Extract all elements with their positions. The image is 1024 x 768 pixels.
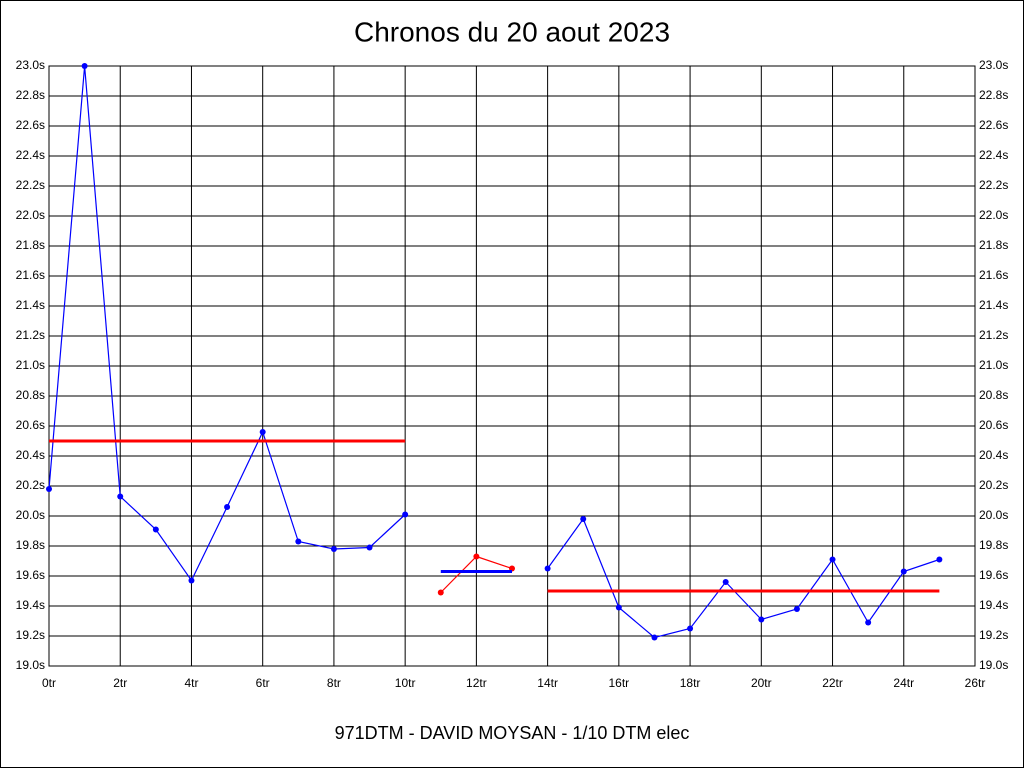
y-tick-label: 21.4s: [16, 298, 45, 312]
y-tick-label: 22.6s: [16, 118, 45, 132]
data-point: [366, 544, 373, 551]
x-tick-label: 4tr: [184, 676, 198, 690]
x-tick-label: 0tr: [42, 676, 56, 690]
y-tick-label-right: 19.6s: [979, 568, 1008, 582]
data-point: [580, 516, 587, 522]
y-tick-label-right: 20.4s: [979, 448, 1008, 462]
y-tick-label: 21.8s: [16, 238, 45, 252]
y-tick-label-right: 22.2s: [979, 178, 1008, 192]
x-tick-label: 24tr: [893, 676, 914, 690]
data-point: [473, 553, 480, 560]
data-point: [117, 493, 124, 500]
y-tick-label-right: 23.0s: [979, 58, 1008, 72]
data-point: [865, 619, 872, 626]
data-point: [829, 556, 836, 563]
y-tick-label: 21.0s: [16, 358, 45, 372]
data-point: [437, 589, 444, 596]
y-tick-label: 20.8s: [16, 388, 45, 402]
y-tick-label: 23.0s: [16, 58, 45, 72]
data-point: [402, 511, 409, 518]
y-tick-label-right: 22.6s: [979, 118, 1008, 132]
data-point: [295, 538, 302, 545]
y-tick-label: 22.0s: [16, 208, 45, 222]
x-tick-label: 26tr: [965, 676, 986, 690]
y-tick-label: 22.2s: [16, 178, 45, 192]
data-line: [547, 517, 940, 639]
y-tick-label-right: 19.2s: [979, 628, 1008, 642]
x-tick-label: 18tr: [680, 676, 701, 690]
y-tick-label-right: 22.0s: [979, 208, 1008, 222]
chart-title: Chronos du 20 aout 2023: [354, 16, 670, 47]
y-tick-label-right: 19.4s: [979, 598, 1008, 612]
data-point: [259, 429, 266, 435]
y-tick-label-right: 21.6s: [979, 268, 1008, 282]
y-tick-label: 20.0s: [16, 508, 45, 522]
x-tick-label: 22tr: [822, 676, 843, 690]
y-tick-label: 22.4s: [16, 148, 45, 162]
data-point: [651, 634, 658, 641]
data-point: [758, 616, 765, 623]
data-point: [687, 625, 694, 632]
x-tick-label: 20tr: [751, 676, 772, 690]
y-tick-label-right: 22.4s: [979, 148, 1008, 162]
plot-border: [48, 65, 976, 667]
y-tick-label: 20.2s: [16, 478, 45, 492]
y-tick-label: 21.6s: [16, 268, 45, 282]
data-point: [81, 63, 88, 69]
data-point: [152, 526, 159, 533]
x-tick-label: 6tr: [256, 676, 270, 690]
data-point: [900, 568, 907, 575]
y-tick-label-right: 21.2s: [979, 328, 1008, 342]
y-tick-label-right: 20.6s: [979, 418, 1008, 432]
data-point: [615, 604, 622, 611]
x-tick-label: 8tr: [327, 676, 341, 690]
data-point: [46, 486, 52, 492]
data-point: [544, 565, 551, 572]
y-tick-label: 19.6s: [16, 568, 45, 582]
y-tick-label-right: 21.8s: [979, 238, 1008, 252]
y-tick-label: 19.8s: [16, 538, 45, 552]
data-point: [224, 504, 231, 510]
x-axis-label: 971DTM - DAVID MOYSAN - 1/10 DTM elec: [335, 723, 690, 743]
y-tick-label-right: 21.0s: [979, 358, 1008, 372]
y-tick-label: 20.6s: [16, 418, 45, 432]
data-point: [936, 556, 943, 563]
y-tick-label: 19.0s: [16, 658, 45, 672]
x-tick-label: 14tr: [537, 676, 558, 690]
data-line: [48, 65, 406, 582]
y-tick-label-right: 20.0s: [979, 508, 1008, 522]
y-tick-label: 21.2s: [16, 328, 45, 342]
y-tick-label-right: 20.8s: [979, 388, 1008, 402]
y-tick-label-right: 21.4s: [979, 298, 1008, 312]
data-point: [793, 606, 800, 612]
x-tick-label: 12tr: [466, 676, 487, 690]
y-tick-label: 19.4s: [16, 598, 45, 612]
x-tick-label: 16tr: [609, 676, 630, 690]
data-point: [330, 546, 337, 552]
x-tick-label: 2tr: [113, 676, 127, 690]
y-tick-label-right: 19.0s: [979, 658, 1008, 672]
y-tick-label: 19.2s: [16, 628, 45, 642]
y-tick-label-right: 19.8s: [979, 538, 1008, 552]
y-tick-label: 20.4s: [16, 448, 45, 462]
y-tick-label: 22.8s: [16, 88, 45, 102]
y-tick-label-right: 20.2s: [979, 478, 1008, 492]
y-tick-label-right: 22.8s: [979, 88, 1008, 102]
data-point: [188, 577, 195, 584]
x-tick-label: 10tr: [395, 676, 416, 690]
data-point: [722, 579, 729, 585]
